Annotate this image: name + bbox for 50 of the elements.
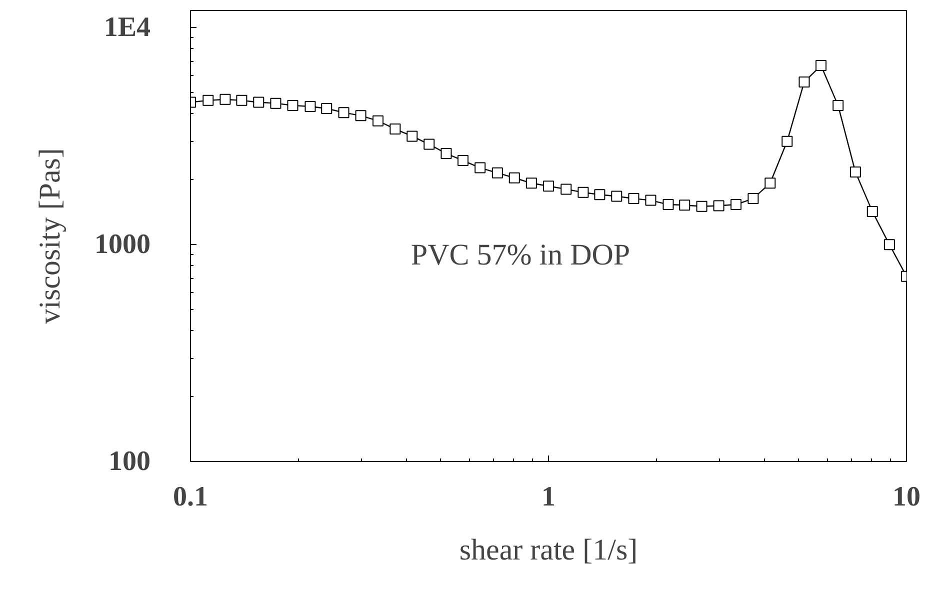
- point: [730, 199, 742, 210]
- point: [748, 193, 759, 204]
- point: [832, 100, 844, 111]
- point: [355, 110, 366, 122]
- x-tick-label: 1: [542, 482, 556, 512]
- x-tick-label: 10: [892, 482, 920, 512]
- point: [220, 94, 231, 105]
- point: [782, 136, 793, 147]
- y-tick-label: 1E4: [104, 12, 151, 44]
- point: [321, 103, 332, 114]
- point: [662, 199, 674, 210]
- y-tick-label: 100: [108, 446, 150, 477]
- y-tick-label: 1000: [94, 229, 150, 260]
- point: [866, 206, 878, 218]
- point: [816, 60, 826, 72]
- point: [424, 138, 435, 150]
- point: [526, 178, 537, 189]
- point: [474, 162, 486, 174]
- point: [304, 101, 316, 112]
- point: [560, 184, 572, 195]
- point: [338, 107, 350, 118]
- point: [406, 130, 418, 142]
- point: [202, 94, 214, 106]
- point: [850, 166, 861, 178]
- point: [543, 180, 554, 192]
- point: [696, 200, 708, 212]
- point: [611, 190, 622, 202]
- point: [628, 193, 640, 204]
- point: [492, 167, 503, 178]
- point: [594, 189, 606, 200]
- point: [287, 100, 298, 111]
- point: [884, 239, 895, 250]
- point: [578, 186, 589, 198]
- point: [440, 148, 452, 159]
- point: [679, 200, 690, 211]
- point: [372, 115, 384, 126]
- point: [270, 98, 282, 109]
- point: [236, 94, 248, 106]
- point: [645, 194, 656, 206]
- point: [764, 178, 776, 189]
- annotation: PVC 57% in DOP: [410, 238, 630, 272]
- point: [508, 172, 520, 184]
- point: [713, 200, 724, 212]
- x-tick-label: 0.1: [173, 482, 208, 512]
- point: [253, 96, 264, 108]
- point: [390, 124, 401, 135]
- point: [798, 76, 810, 88]
- y-axis-title: viscosity [Pas]: [34, 148, 66, 324]
- x-axis-title: shear rate [1/s]: [459, 534, 638, 566]
- point: [458, 155, 468, 166]
